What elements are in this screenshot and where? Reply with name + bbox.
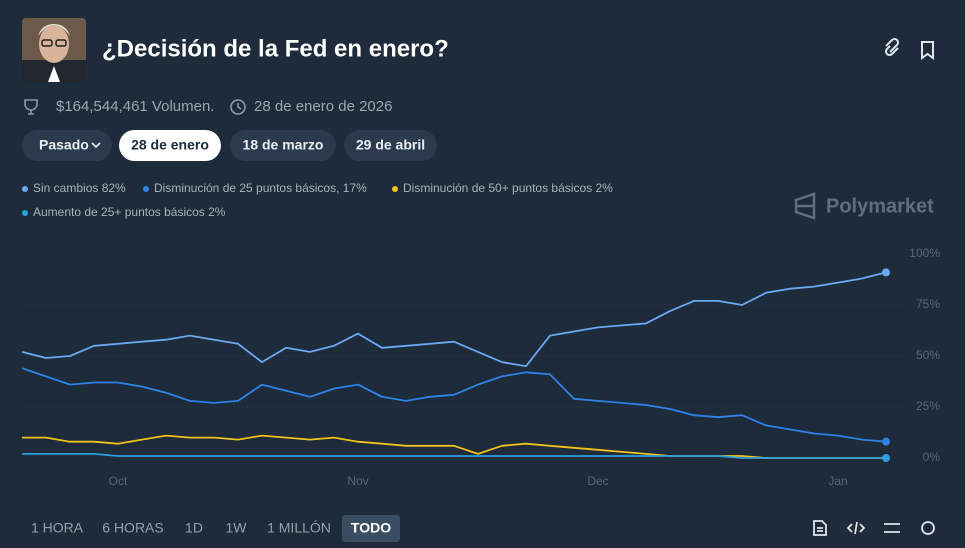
avatar: [22, 18, 86, 82]
x-tick-label: Dec: [587, 474, 608, 488]
range-button[interactable]: TODO: [351, 520, 391, 536]
legend-label: Disminución de 25 puntos básicos, 17%: [154, 181, 367, 195]
legend-label: Aumento de 25+ puntos básicos 2%: [33, 205, 226, 219]
tab-label[interactable]: 28 de enero: [131, 137, 209, 153]
legend: Sin cambios 82% Disminución de 25 puntos …: [22, 181, 613, 219]
meta-icons: [24, 99, 246, 115]
legend-swatch: [22, 186, 28, 192]
range-buttons: 1 HORA 6 HORAS 1D 1W 1 MILLÓN TODO: [31, 515, 400, 542]
tab[interactable]: [344, 130, 437, 161]
gear-icon[interactable]: [921, 521, 935, 535]
end-dot: [882, 268, 890, 277]
volume: $164,544,461 Volumen.: [56, 98, 214, 115]
series-line: [21, 271, 887, 368]
range-button[interactable]: 1 MILLÓN: [267, 520, 331, 536]
x-tick-label: Nov: [347, 474, 368, 488]
series-line: [22, 434, 886, 459]
x-tick-label: Jan: [828, 474, 847, 488]
tab[interactable]: [230, 130, 336, 161]
brand: Polymarket: [794, 192, 934, 220]
brand-name: Polymarket: [826, 195, 934, 217]
tab[interactable]: [22, 130, 112, 161]
series-line: [21, 367, 887, 443]
embed-icon[interactable]: [846, 521, 866, 535]
dropdown-icon: [91, 142, 101, 149]
bookmark-icon[interactable]: [921, 41, 934, 60]
y-tick-label: 75%: [916, 297, 940, 311]
header-icons: [884, 37, 934, 60]
y-tick-label: 100%: [909, 246, 940, 260]
y-tick-label: 25%: [916, 399, 940, 413]
legend-label: Disminución de 50+ puntos básicos 2%: [403, 181, 613, 195]
series-line: [22, 453, 886, 459]
link-icon[interactable]: [884, 37, 900, 57]
range-button[interactable]: 1 HORA: [31, 520, 84, 536]
range-button[interactable]: 6 HORAS: [102, 520, 163, 536]
tab-label[interactable]: 18 de marzo: [243, 137, 324, 153]
tool-icons: [813, 520, 935, 536]
legend-swatch: [143, 186, 149, 192]
legend-label: Sin cambios 82%: [33, 181, 126, 195]
y-tick-label: 0%: [923, 450, 941, 464]
end-dot: [882, 454, 890, 462]
tab[interactable]: [119, 130, 221, 161]
settings-sliders-icon[interactable]: [884, 523, 900, 533]
legend-swatch: [392, 186, 398, 192]
doc-icon[interactable]: [813, 520, 827, 536]
tab-label[interactable]: Pasado: [39, 137, 89, 153]
range-active-bg[interactable]: [342, 515, 400, 542]
x-tick-label: Oct: [109, 474, 128, 488]
end-date: 28 de enero de 2026: [254, 98, 392, 115]
tab-label[interactable]: 29 de abril: [356, 137, 425, 153]
title: ¿Decisión de la Fed en enero?: [102, 35, 449, 62]
range-button[interactable]: 1W: [226, 520, 248, 536]
legend-swatch: [22, 210, 28, 216]
tabs: Pasado 28 de enero 18 de marzo 29 de abril: [22, 130, 437, 161]
plot: 0% 25% 50% 75% 100% Oct Nov Dec Jan: [21, 246, 941, 488]
end-dot: [882, 437, 890, 446]
range-button[interactable]: 1D: [185, 520, 203, 536]
y-tick-label: 50%: [916, 348, 940, 362]
